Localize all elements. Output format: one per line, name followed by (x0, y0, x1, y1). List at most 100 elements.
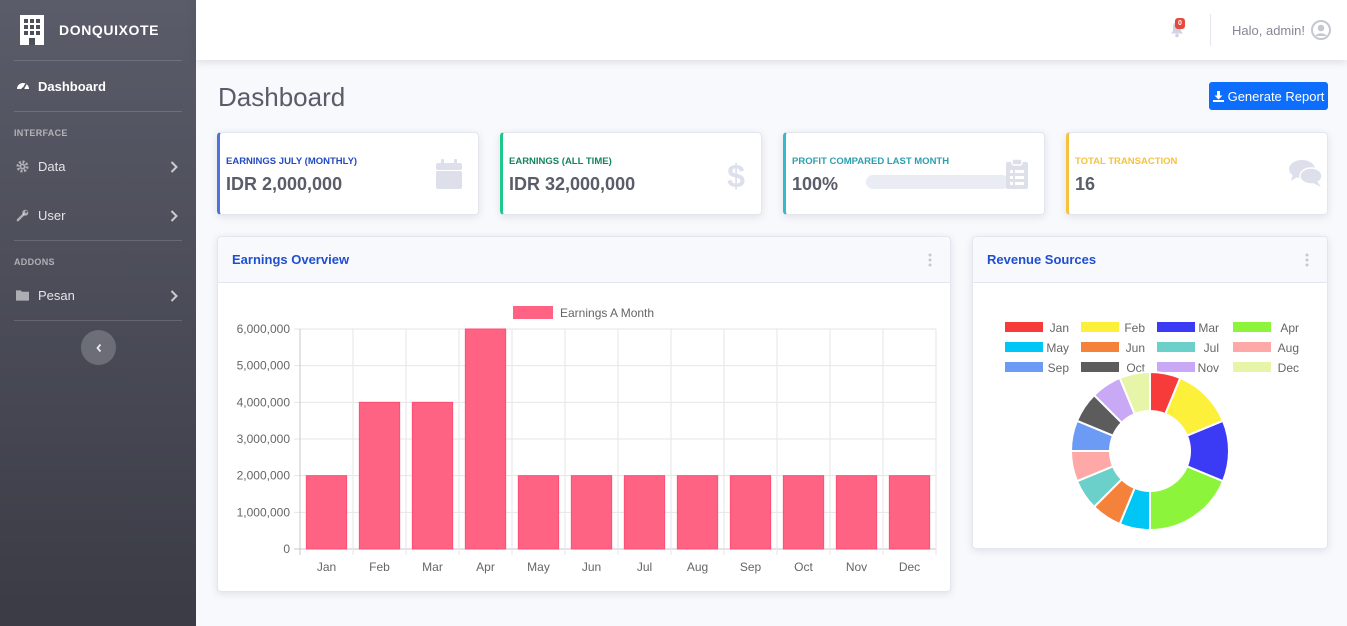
x-tick-label: Jul (637, 560, 652, 574)
stat-value: 16 (1075, 174, 1096, 194)
legend-item: Nov (1157, 361, 1219, 375)
brand[interactable]: DONQUIXOTE (0, 0, 196, 60)
legend-item: Apr (1233, 321, 1299, 335)
bar[interactable] (464, 328, 507, 550)
x-tick-label: Jun (582, 560, 601, 574)
notification-badge: 0 (1175, 18, 1185, 29)
stat-card-profit: PROFIT COMPARED LAST MONTH 100% (783, 132, 1045, 215)
sidebar-divider (14, 320, 182, 321)
legend-item: Jan (1005, 321, 1069, 335)
legend-swatch (1005, 362, 1043, 372)
pie-slice[interactable] (1118, 370, 1151, 416)
legend-item: Mar (1157, 321, 1219, 335)
comments-icon (1289, 160, 1323, 187)
topbar-divider (1210, 14, 1211, 46)
bar[interactable] (729, 475, 772, 550)
stat-value: IDR 2,000,000 (226, 174, 343, 194)
bar[interactable] (835, 475, 878, 550)
bar[interactable] (623, 475, 666, 550)
folder-icon (16, 289, 30, 303)
user-avatar-icon (1310, 20, 1331, 40)
x-tick-label: Apr (476, 560, 495, 574)
bar[interactable] (888, 475, 931, 550)
legend-swatch (1081, 342, 1119, 352)
stat-value: 100% (792, 174, 839, 194)
stat-label: EARNINGS (ALL TIME) (509, 156, 612, 167)
x-tick-label: Mar (422, 560, 443, 574)
download-icon (1212, 90, 1224, 102)
revenue-panel-header: Revenue Sources (973, 237, 1327, 283)
legend-label: Jun (1126, 341, 1145, 355)
revenue-sources-panel: Revenue Sources Jan Feb Mar Apr May Jun Jul Aug… (972, 236, 1328, 549)
sidebar-item-data[interactable]: Data (0, 142, 196, 191)
chevron-left-icon (95, 343, 101, 352)
legend-swatch (1081, 322, 1119, 332)
sidebar-heading-addons: ADDONS (14, 257, 55, 267)
bar[interactable] (570, 475, 613, 550)
bar[interactable] (411, 401, 454, 550)
stat-card-total-transaction: TOTAL TRANSACTION 16 (1066, 132, 1328, 215)
sidebar-toggle-button[interactable] (81, 330, 116, 365)
legend-swatch (513, 306, 553, 319)
legend-swatch (1157, 322, 1195, 332)
sidebar-divider (14, 60, 182, 61)
legend-item: Sep (1005, 361, 1069, 375)
bar[interactable] (358, 401, 401, 550)
y-tick-label: 3,000,000 (237, 432, 291, 446)
legend-item: Jun (1081, 341, 1145, 355)
revenue-donut-chart: Jan Feb Mar Apr May Jun Jul Aug Sep Oct Nov Dec (1005, 321, 1299, 532)
more-options-icon[interactable] (1305, 253, 1309, 267)
generate-report-button[interactable]: Generate Report (1209, 82, 1328, 110)
more-options-icon[interactable] (928, 253, 932, 267)
legend-swatch (1081, 362, 1119, 372)
y-tick-label: 4,000,000 (237, 395, 291, 409)
pie-slice[interactable] (1149, 465, 1225, 532)
sidebar-item-label: Pesan (38, 288, 75, 303)
gear-icon (16, 159, 30, 174)
sidebar-item-pesan[interactable]: Pesan (0, 271, 196, 320)
stat-label: PROFIT COMPARED LAST MONTH (792, 156, 950, 167)
legend-swatch (1157, 362, 1195, 372)
y-tick-label: 5,000,000 (237, 359, 291, 373)
legend-item: Oct (1081, 361, 1146, 375)
legend-label: Nov (1198, 361, 1219, 375)
y-tick-label: 6,000,000 (237, 322, 291, 336)
bar[interactable] (782, 475, 825, 550)
sidebar-item-user[interactable]: User (0, 191, 196, 240)
legend-item: Dec (1233, 361, 1299, 375)
bar[interactable] (517, 475, 560, 550)
earnings-panel-header: Earnings Overview (218, 237, 950, 283)
bar[interactable] (305, 475, 348, 550)
sidebar-item-label: Dashboard (38, 78, 106, 94)
stat-card-earnings-all-time: EARNINGS (ALL TIME) IDR 32,000,000 $ (500, 132, 762, 215)
profit-progress-bar (866, 175, 1009, 189)
legend-label: May (1046, 341, 1069, 355)
legend-label: Feb (1124, 321, 1145, 335)
chevron-right-icon (170, 160, 178, 173)
chevron-right-icon (170, 209, 178, 222)
sidebar-heading-interface: INTERFACE (14, 128, 68, 138)
stat-card-earnings-monthly: EARNINGS JULY (MONTHLY) IDR 2,000,000 (217, 132, 479, 215)
legend-swatch (1233, 342, 1271, 352)
legend-label: Mar (1198, 321, 1219, 335)
sidebar-divider (14, 240, 182, 241)
x-tick-label: Jan (317, 560, 336, 574)
legend-label: Jan (1050, 321, 1069, 335)
x-tick-label: Feb (369, 560, 390, 574)
legend-item: Jul (1157, 341, 1219, 355)
page-title: Dashboard (218, 82, 346, 112)
legend-label: Jul (1204, 341, 1219, 355)
legend-item: May (1005, 341, 1069, 355)
legend-label: Dec (1278, 361, 1299, 375)
sidebar-item-dashboard[interactable]: Dashboard (0, 61, 196, 111)
chart-legend: Earnings A Month (513, 306, 654, 320)
stat-label: EARNINGS JULY (MONTHLY) (226, 156, 358, 167)
legend-swatch (1005, 342, 1043, 352)
x-tick-label: Aug (687, 560, 708, 574)
x-tick-label: Nov (846, 560, 867, 574)
user-menu[interactable]: Halo, admin! (1232, 20, 1331, 40)
dollar-icon: $ (727, 159, 745, 191)
stat-value: IDR 32,000,000 (509, 174, 636, 194)
bar[interactable] (676, 475, 719, 550)
sidebar-item-label: Data (38, 159, 66, 174)
